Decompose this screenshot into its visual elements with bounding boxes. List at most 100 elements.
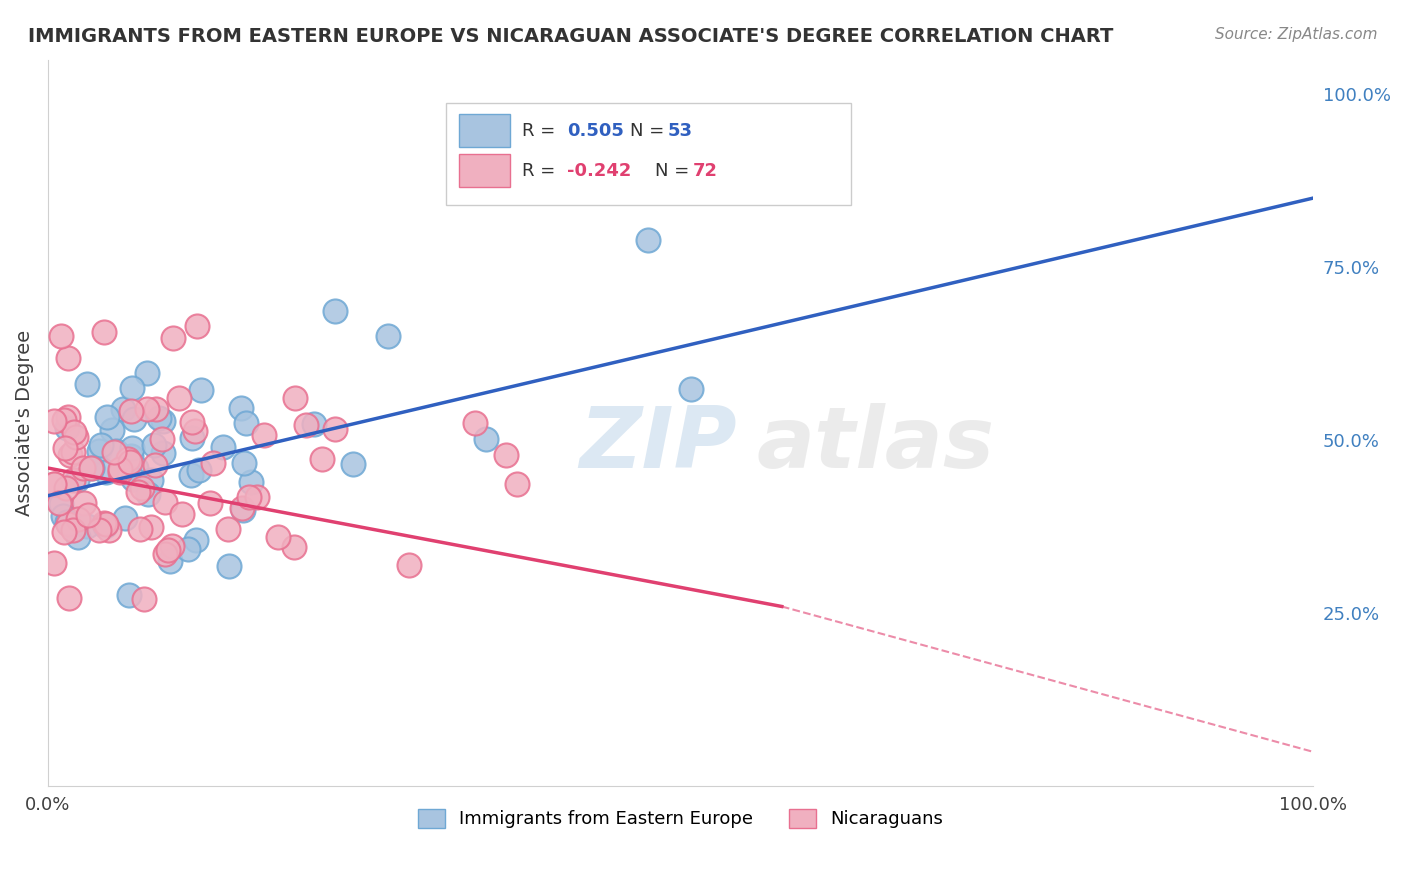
Text: 53: 53 [668,122,693,140]
Point [52,524,75,539]
Point [65,430,87,444]
Point [181,431,204,445]
Point [342,457,364,471]
Text: 0.505: 0.505 [567,122,624,140]
Point [377,329,399,343]
Point [141,473,163,487]
Point [235,417,257,431]
Text: R =: R = [523,161,561,180]
Point [142,438,165,452]
Point [48,496,70,510]
Point [58,591,80,605]
Point [202,456,225,470]
Point [153,547,176,561]
Text: N =: N = [655,161,696,180]
Point [302,417,325,431]
Legend: Immigrants from Eastern Europe, Nicaraguans: Immigrants from Eastern Europe, Nicaragu… [411,802,950,836]
Point [506,477,529,491]
Point [167,391,190,405]
Text: IMMIGRANTS FROM EASTERN EUROPE VS NICARAGUAN ASSOCIATE'S DEGREE CORRELATION CHAR: IMMIGRANTS FROM EASTERN EUROPE VS NICARA… [28,27,1114,45]
Point [475,432,498,446]
Point [129,522,152,536]
Point [150,432,173,446]
Point [240,475,263,489]
Point [55,515,77,529]
Point [56,421,79,435]
Point [127,485,149,500]
Point [495,448,517,462]
Point [90,438,112,452]
Text: atlas: atlas [756,403,994,486]
Point [52,413,75,427]
Point [152,413,174,427]
Point [87,444,110,458]
Point [143,458,166,473]
Text: -0.242: -0.242 [567,161,631,180]
Point [122,412,145,426]
Point [464,417,486,431]
Point [96,410,118,425]
Point [162,331,184,345]
Point [188,463,211,477]
Point [238,490,260,504]
Point [121,441,143,455]
Point [217,522,239,536]
Point [67,530,90,544]
Point [87,523,110,537]
Point [267,530,290,544]
Point [108,461,131,475]
Point [124,461,146,475]
Point [77,508,100,523]
Point [80,461,103,475]
Bar [460,114,510,147]
Point [44,476,66,491]
Point [120,455,142,469]
Point [56,517,79,532]
Point [135,402,157,417]
Point [80,461,103,475]
Point [136,486,159,500]
Point [229,401,252,415]
Point [44,556,66,570]
Point [120,449,142,463]
Point [117,452,139,467]
Point [637,233,659,247]
Text: N =: N = [630,122,671,140]
Point [56,410,79,425]
Point [100,423,122,437]
Point [323,422,346,436]
Point [76,519,98,533]
Point [180,467,202,482]
Point [325,304,347,318]
Point [103,445,125,459]
Point [190,383,212,397]
Y-axis label: Associate's Degree: Associate's Degree [15,330,34,516]
Point [231,501,253,516]
Point [160,540,183,554]
Text: ZIP: ZIP [579,403,737,486]
Point [170,507,193,521]
Point [62,473,84,487]
Point [131,481,153,495]
Point [134,591,156,606]
Point [76,377,98,392]
Point [120,404,142,418]
Point [153,495,176,509]
FancyBboxPatch shape [447,103,852,205]
Point [139,519,162,533]
Point [112,402,135,417]
Point [72,460,94,475]
Point [66,473,89,487]
Point [62,523,84,537]
Point [58,351,80,365]
Point [49,497,72,511]
Text: 72: 72 [693,161,718,180]
Point [177,541,200,556]
Point [186,318,208,333]
Point [157,542,180,557]
Bar [460,154,510,186]
Point [398,558,420,572]
Point [73,496,96,510]
Point [136,366,159,380]
Point [284,391,307,405]
